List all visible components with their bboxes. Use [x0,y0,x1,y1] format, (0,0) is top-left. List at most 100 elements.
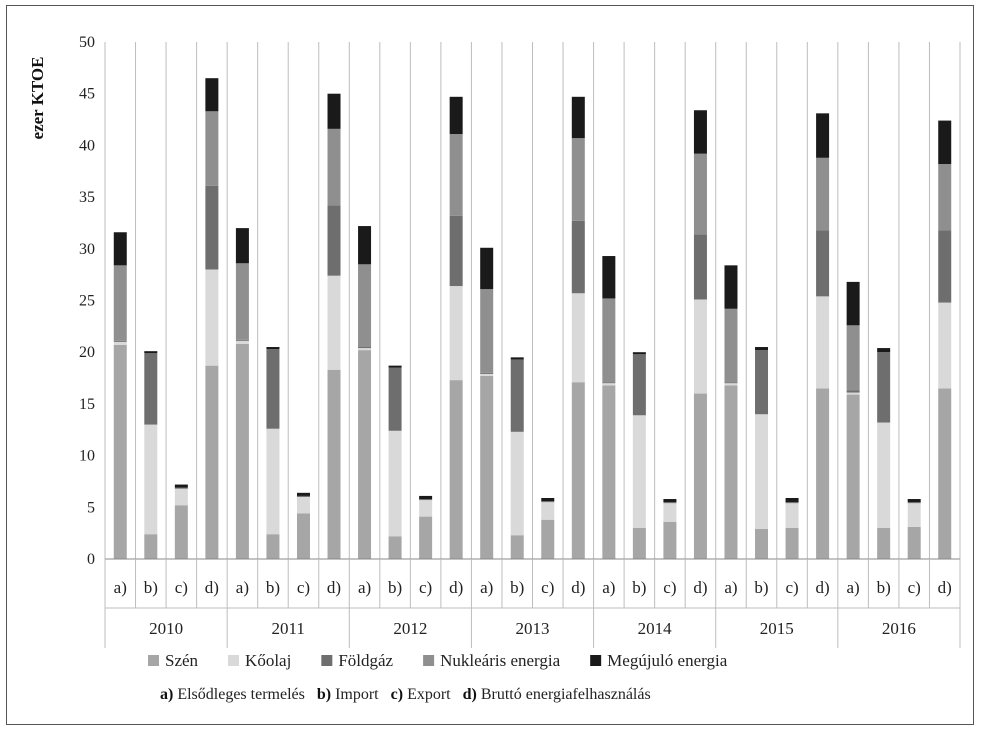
legend-swatch [590,655,602,666]
bar-segment [480,373,494,376]
bar-segment [388,536,402,559]
bar-segment [693,153,707,235]
x-sub-category-label: d) [327,578,341,597]
bar-segment [693,110,707,154]
bar-segment [327,93,341,129]
bar-segment [571,138,585,221]
bar-segment [144,424,158,535]
bar-segment [510,359,524,432]
x-sub-category-label: b) [266,578,280,597]
bar-segment [358,226,372,265]
bar-segment [113,340,127,342]
legend-swatch [148,655,159,666]
bar-segment [358,347,372,349]
bar-segment [388,365,402,368]
note-text: Import [335,686,379,703]
bar-segment [816,388,830,559]
bar-segment [541,519,555,559]
x-sub-category-label: d) [816,578,830,597]
bar-segment [724,385,738,559]
bar-segment [174,487,188,489]
legend-swatch [228,655,240,666]
bar-segment [449,96,463,135]
bar-segment [327,369,341,559]
x-group-label: 2016 [882,619,916,638]
bar-segment [755,414,769,530]
bar-segment [632,527,646,559]
x-sub-category-label: c) [541,578,554,597]
x-sub-category-label: a) [236,578,249,597]
bar-segment [419,495,433,500]
bar-segment [846,325,860,391]
bar-segment [693,234,707,300]
x-sub-category-label: a) [480,578,493,597]
y-axis-label: ezer KTOE [28,57,47,140]
bar-segment [327,128,341,206]
note-key: d) [463,686,477,703]
x-sub-category-label: a) [114,578,127,597]
bars-layer [113,78,952,559]
bar-segment [724,382,738,384]
bar-segment [724,308,738,383]
bar-segment [755,350,769,415]
bar-segment [785,527,799,559]
bar-segment [296,492,310,496]
bar-segment [663,503,677,522]
x-sub-category-label: d) [693,578,707,597]
x-sub-category-label: c) [908,578,921,597]
bar-segment [846,390,860,393]
bar-segment [327,275,341,370]
bar-segment [877,348,891,353]
bar-segment [938,302,952,389]
bar-segment [205,185,219,270]
x-sub-category-label: c) [419,578,432,597]
legend-label: Kőolaj [245,651,291,670]
y-tick-label: 20 [79,344,95,361]
x-sub-category-label: d) [205,578,219,597]
bar-segment [602,298,616,383]
bar-segment [205,78,219,112]
bar-segment [113,344,127,559]
bar-segment [907,499,921,503]
bar-segment [419,516,433,559]
bar-segment [877,422,891,528]
bar-segment [235,263,249,340]
x-sub-category-label: a) [358,578,371,597]
bar-segment [205,111,219,186]
bar-segment [571,293,585,383]
x-sub-category-label: d) [571,578,585,597]
bar-segment [907,503,921,527]
bar-segment [938,164,952,231]
bar-segment [174,488,188,506]
bar-segment [785,497,799,503]
bar-segment [907,526,921,559]
legend-swatch [321,655,333,666]
bar-segment [816,157,830,231]
bar-segment [632,354,646,416]
bar-segment [388,430,402,537]
bar-segment [296,513,310,559]
bar-segment [907,502,921,504]
bar-segment [541,501,555,503]
bar-segment [938,230,952,303]
note-key: b) [317,686,331,703]
x-sub-category-label: a) [602,578,615,597]
x-sub-category-label: d) [938,578,952,597]
bar-segment [266,534,280,559]
y-tick-label: 5 [87,499,95,516]
bar-segment [541,497,555,502]
x-sub-category-label: b) [388,578,402,597]
legend-label: Nukleáris energia [440,651,561,670]
bar-segment [205,365,219,559]
x-group-label: 2010 [149,619,183,638]
x-sub-category-label: d) [449,578,463,597]
bar-segment [510,535,524,559]
note-key: a) [160,686,173,703]
bar-segment [663,521,677,559]
bar-segment [358,350,372,559]
bar-segment [174,484,188,488]
x-sub-category-label: a) [847,578,860,597]
x-sub-category-label: c) [663,578,676,597]
bar-segment [235,339,249,341]
